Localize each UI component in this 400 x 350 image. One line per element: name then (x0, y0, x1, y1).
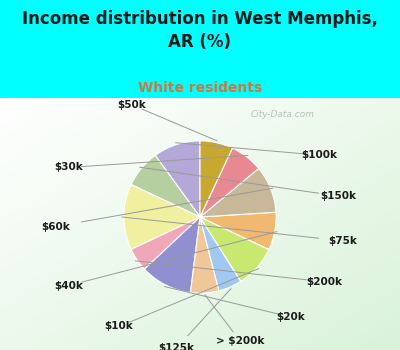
Wedge shape (200, 141, 232, 217)
Text: $150k: $150k (320, 191, 356, 201)
Wedge shape (200, 168, 276, 217)
Text: $75k: $75k (328, 236, 357, 246)
Text: $100k: $100k (301, 150, 337, 160)
Text: > $200k: > $200k (216, 336, 264, 346)
Text: City-Data.com: City-Data.com (250, 110, 314, 119)
Text: $40k: $40k (54, 281, 83, 290)
Text: $20k: $20k (276, 312, 305, 322)
Text: Income distribution in West Memphis,
AR (%): Income distribution in West Memphis, AR … (22, 10, 378, 51)
Wedge shape (131, 217, 200, 269)
Text: $125k: $125k (158, 343, 194, 350)
Wedge shape (144, 217, 200, 293)
Wedge shape (200, 217, 269, 281)
Text: $60k: $60k (41, 222, 70, 231)
Text: White residents: White residents (138, 80, 262, 94)
Text: $50k: $50k (117, 100, 146, 110)
Wedge shape (131, 155, 200, 217)
Text: $200k: $200k (306, 277, 342, 287)
Wedge shape (124, 184, 200, 250)
Text: $10k: $10k (105, 322, 134, 331)
Wedge shape (155, 141, 200, 217)
Wedge shape (200, 212, 276, 250)
Wedge shape (190, 217, 219, 293)
Wedge shape (200, 217, 241, 291)
Text: $30k: $30k (54, 162, 83, 173)
Wedge shape (200, 148, 259, 217)
